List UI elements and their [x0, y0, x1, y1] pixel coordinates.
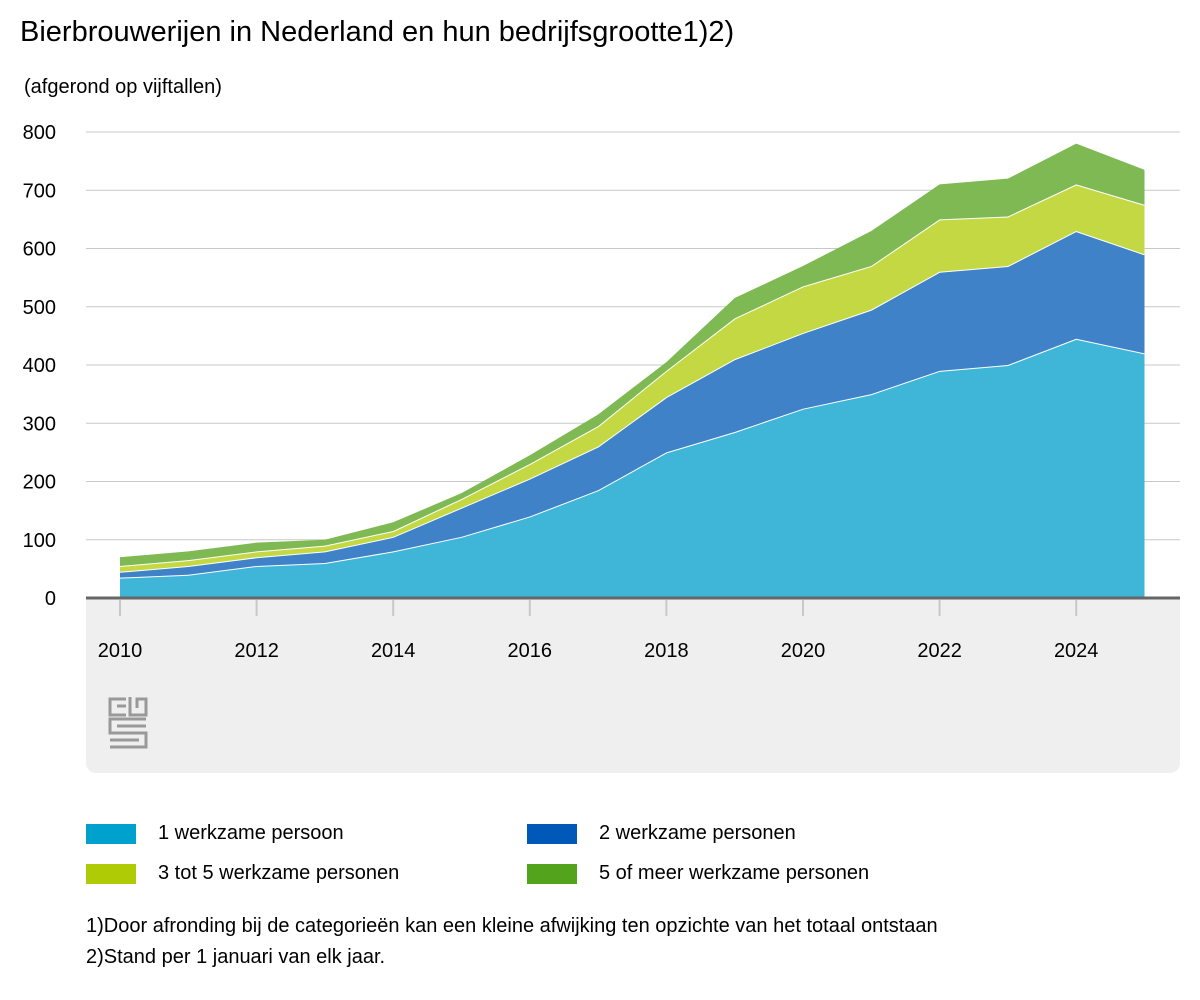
legend-swatch [527, 863, 577, 884]
x-tick-label: 2010 [98, 640, 143, 662]
chart-subtitle: (afgerond op vijftallen) [24, 76, 222, 98]
legend-label: 2 werkzame personen [599, 822, 796, 844]
legend-item: 1 werkzame persoon [86, 822, 344, 845]
area-2-werkzame-personen [120, 231, 1145, 578]
y-tick-label: 0 [45, 588, 56, 610]
y-tick-label: 600 [23, 239, 56, 261]
x-tick-label: 2020 [781, 640, 826, 662]
chart-title: Bierbrouwerijen in Nederland en hun bedr… [20, 16, 735, 48]
area-3-tot-5-werkzame-personen [120, 184, 1145, 572]
y-tick-label: 300 [23, 413, 56, 435]
x-tick-label: 2018 [644, 640, 689, 662]
footnote-2: 2)Stand per 1 januari van elk jaar. [86, 946, 386, 968]
x-tick-label: 2024 [1054, 640, 1099, 662]
y-tick-label: 200 [23, 472, 56, 494]
x-tick-label: 2022 [917, 640, 962, 662]
x-tick-label: 2016 [508, 640, 553, 662]
x-axis-panel [86, 598, 1180, 773]
chart-svg: 0 100 200 300 400 500 600 700 800 2010 2012 2014 201… [23, 122, 1180, 662]
area-5-of-meer-werkzame-personen [120, 143, 1145, 566]
legend-swatch [86, 823, 136, 844]
legend-label: 3 tot 5 werkzame personen [158, 862, 400, 884]
y-tick-label: 800 [23, 122, 56, 144]
footnote-1: 1)Door afronding bij de categorieën kan … [86, 915, 938, 937]
legend-swatch [86, 863, 136, 884]
x-tick-label: 2014 [371, 640, 416, 662]
legend-swatch [527, 823, 577, 844]
legend-item: 5 of meer werkzame personen [527, 862, 869, 885]
cbs-logo [108, 697, 148, 754]
y-tick-label: 500 [23, 297, 56, 319]
x-tick-label: 2012 [234, 640, 279, 662]
legend-label: 5 of meer werkzame personen [599, 862, 870, 884]
legend-label: 1 werkzame persoon [158, 822, 344, 844]
y-tick-label: 400 [23, 355, 56, 377]
legend-item: 3 tot 5 werkzame personen [86, 862, 399, 885]
legend-item: 2 werkzame personen [527, 822, 796, 845]
area-1-werkzame-persoon [120, 338, 1145, 598]
y-tick-label: 700 [23, 180, 56, 202]
y-tick-label: 100 [23, 530, 56, 552]
